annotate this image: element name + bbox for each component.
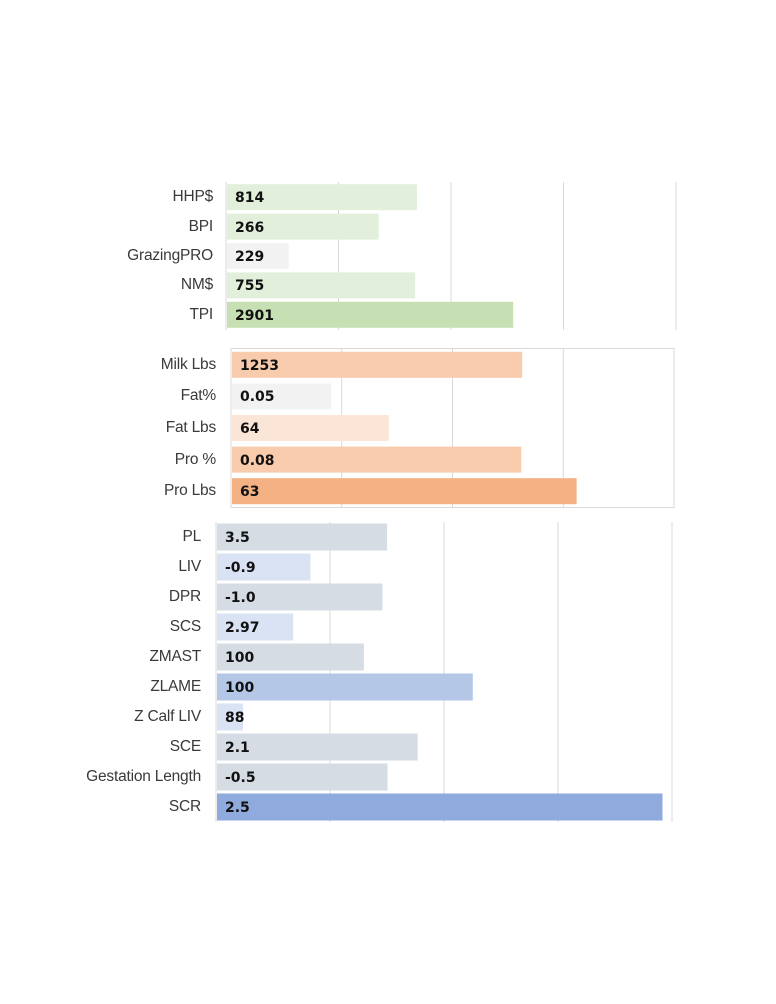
bar: [217, 673, 473, 701]
data-label: -1.0: [225, 590, 256, 606]
bar: [227, 243, 289, 269]
category-label: Pro Lbs: [163, 482, 216, 500]
data-label: 63: [240, 484, 260, 501]
category-label: LIV: [178, 558, 201, 575]
bar: [217, 613, 294, 641]
bar: [217, 733, 418, 761]
data-label: 100: [225, 680, 255, 696]
category-label: GrazingPRO: [127, 247, 213, 264]
chart-plot-health: [215, 522, 673, 822]
data-label: 229: [235, 249, 265, 265]
data-label: 755: [235, 278, 265, 295]
category-label: SCR: [168, 798, 201, 815]
data-label: 0.05: [240, 389, 275, 406]
category-label: Fat%: [180, 387, 217, 405]
data-label: 2901: [235, 307, 274, 324]
data-label: 814: [235, 190, 265, 207]
bar: [217, 763, 388, 791]
bar: [232, 478, 577, 505]
data-label: 266: [235, 219, 265, 236]
data-label: -0.5: [225, 770, 256, 786]
category-labels: PL LIV DPR SCS ZMAST ZLAME Z Calf LIV SCE Gestat…: [0, 522, 201, 822]
category-label: Gestation Length: [86, 768, 201, 785]
data-label: 100: [225, 650, 255, 666]
data-label: 64: [240, 421, 260, 437]
chart-panel-indexes: HHP$ BPI GrazingPRO NM$ TPI 814 266 229 755 2901: [0, 182, 776, 330]
bar: [232, 383, 332, 410]
category-label: PL: [182, 528, 201, 545]
data-label: -0.9: [225, 560, 256, 576]
data-label: 1253: [240, 357, 279, 374]
data-label: 0.08: [240, 452, 275, 469]
category-label: SCE: [169, 738, 201, 755]
category-labels: Milk Lbs Fat% Fat Lbs Pro % Pro Lbs: [0, 348, 216, 508]
category-label: DPR: [168, 588, 201, 605]
data-label: 3.5: [225, 530, 250, 546]
bar: [227, 301, 514, 328]
chart-plot-indexes: [225, 182, 677, 330]
bar: [217, 793, 663, 821]
bar: [217, 583, 383, 611]
chart-panel-health: PL LIV DPR SCS ZMAST ZLAME Z Calf LIV SCE Gestat…: [0, 522, 776, 822]
category-label: ZLAME: [150, 678, 201, 695]
category-label: SCS: [169, 618, 201, 635]
data-label: 88: [225, 710, 245, 726]
bar: [227, 184, 417, 211]
bar: [232, 415, 389, 441]
category-label: BPI: [188, 217, 214, 235]
category-label: Milk Lbs: [160, 355, 216, 373]
bar: [232, 351, 523, 378]
bar: [217, 523, 388, 551]
chart-plot-production: [230, 348, 675, 508]
data-label: 2.97: [225, 620, 260, 636]
bar: [232, 446, 522, 473]
category-labels: HHP$ BPI GrazingPRO NM$ TPI: [0, 182, 213, 330]
bar: [217, 553, 311, 581]
bar: [227, 213, 379, 240]
category-label: ZMAST: [149, 648, 201, 665]
category-label: HHP$: [172, 188, 213, 206]
chart-panel-production: Milk Lbs Fat% Fat Lbs Pro % Pro Lbs 1253 0.05…: [0, 348, 776, 508]
category-label: Pro %: [174, 450, 216, 468]
category-label: NM$: [180, 276, 213, 294]
category-label: TPI: [189, 305, 213, 323]
data-label: 2.5: [225, 800, 250, 816]
category-label: Fat Lbs: [165, 419, 216, 436]
category-label: Z Calf LIV: [134, 708, 201, 725]
data-label: 2.1: [225, 740, 250, 756]
bar: [227, 272, 416, 299]
bar: [217, 703, 243, 731]
bar: [217, 643, 364, 671]
